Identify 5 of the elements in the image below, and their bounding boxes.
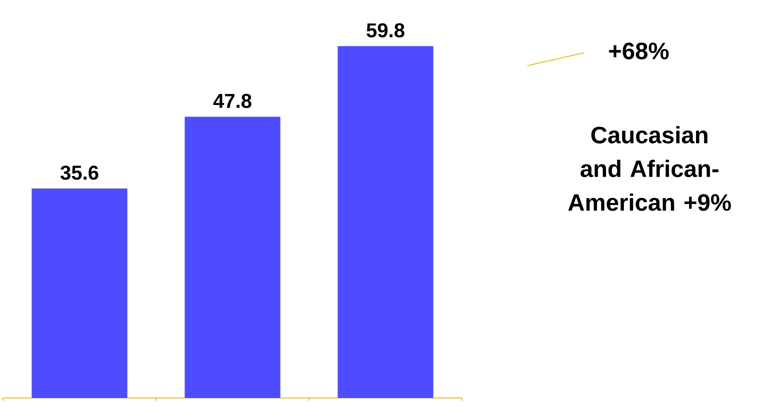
text: +68% (609, 42, 669, 60)
data-label: 47.8 (213, 94, 252, 108)
text: Caucasian and African-American +9% (568, 126, 731, 211)
data-label: 59.8 (366, 23, 404, 38)
data-label: 35.6 (60, 166, 98, 180)
